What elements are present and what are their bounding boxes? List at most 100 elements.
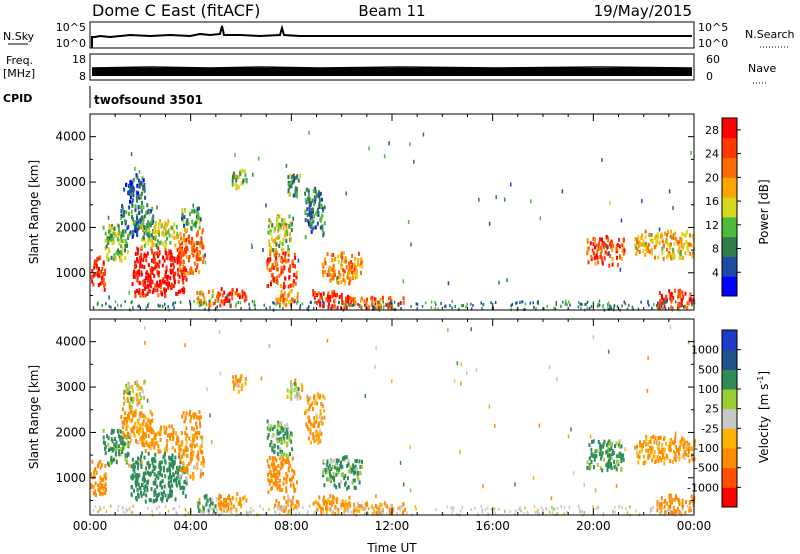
echo-cell bbox=[159, 467, 162, 471]
echo-cell bbox=[180, 431, 183, 435]
echo-cell bbox=[345, 259, 348, 264]
echo-cell bbox=[225, 508, 228, 513]
echo-cell bbox=[146, 470, 149, 475]
echo-cell bbox=[605, 251, 608, 256]
echo-cell bbox=[294, 256, 297, 260]
echo-cell bbox=[130, 182, 133, 187]
echo-cell bbox=[400, 505, 402, 509]
echo-cell bbox=[168, 483, 171, 488]
echo-region bbox=[217, 491, 248, 513]
echo-cell bbox=[641, 242, 644, 247]
echo-cell bbox=[323, 468, 326, 473]
echo-cell bbox=[640, 236, 643, 240]
echo-cell bbox=[345, 502, 348, 507]
echo-cell bbox=[644, 442, 647, 447]
freq-left-label-line2: [MHz] bbox=[3, 67, 35, 80]
echo-cell bbox=[138, 272, 141, 277]
echo-cell bbox=[178, 452, 181, 457]
echo-cell bbox=[180, 236, 183, 241]
echo-cell bbox=[196, 465, 199, 470]
echo-cell bbox=[159, 472, 162, 477]
echo-cell bbox=[128, 405, 131, 410]
echo-cell bbox=[188, 234, 190, 239]
echo-cell bbox=[133, 269, 135, 274]
echo-cell bbox=[281, 269, 284, 274]
echo-cell bbox=[120, 231, 123, 236]
echo-cell bbox=[341, 301, 344, 305]
echo-cell bbox=[137, 482, 140, 487]
echo-cell bbox=[292, 279, 295, 284]
echo-cell bbox=[123, 416, 126, 421]
echo-cell bbox=[189, 299, 191, 303]
echo-cell bbox=[173, 258, 176, 263]
echo-cell bbox=[590, 459, 593, 464]
echo-cell bbox=[102, 440, 105, 445]
echo-cell bbox=[287, 466, 290, 471]
echo-cell bbox=[110, 437, 113, 442]
echo-cell bbox=[140, 386, 143, 391]
echo-cell bbox=[192, 471, 195, 476]
echo-cell bbox=[317, 437, 320, 442]
y-tick-label: 2000 bbox=[55, 425, 86, 439]
echo-cell bbox=[329, 278, 332, 283]
echo-cell bbox=[329, 477, 332, 482]
echo-cell bbox=[202, 456, 205, 460]
echo-cell bbox=[160, 290, 163, 295]
echo-cell bbox=[465, 305, 467, 309]
echo-cell bbox=[124, 457, 127, 462]
echo-cell bbox=[143, 479, 146, 484]
echo-cell bbox=[358, 504, 361, 508]
echo-cell bbox=[94, 272, 97, 277]
echo-cell bbox=[589, 241, 592, 246]
echo-cell bbox=[347, 462, 350, 467]
echo-cell bbox=[130, 492, 133, 497]
echo-cell bbox=[201, 435, 204, 440]
echo-cell bbox=[291, 498, 294, 503]
echo-cell bbox=[149, 409, 152, 414]
echo-cell bbox=[177, 454, 180, 459]
echo-cell bbox=[117, 232, 120, 237]
echo-cell bbox=[151, 418, 154, 423]
echo-cell bbox=[170, 282, 173, 287]
echo-cell bbox=[149, 276, 152, 281]
echo-cell bbox=[624, 302, 627, 306]
echo-cell bbox=[325, 506, 327, 511]
echo-cell bbox=[352, 297, 355, 302]
echo-cell bbox=[178, 474, 181, 479]
echo-cell bbox=[174, 470, 177, 475]
echo-cell bbox=[618, 439, 621, 444]
echo-cell bbox=[212, 301, 215, 306]
echo-cell bbox=[634, 445, 637, 450]
echo-cell bbox=[690, 508, 693, 512]
echo-cell bbox=[287, 503, 290, 508]
echo-cell bbox=[676, 506, 679, 511]
echo-cell bbox=[244, 294, 247, 299]
echo-cell bbox=[132, 504, 134, 508]
echo-cell bbox=[685, 500, 688, 505]
echo-cell bbox=[117, 224, 120, 229]
echo-cell bbox=[183, 266, 186, 271]
echo-cell bbox=[99, 485, 102, 490]
echo-cell bbox=[194, 268, 197, 273]
echo-cell bbox=[346, 486, 349, 491]
echo-cell bbox=[353, 267, 356, 272]
echo-cell bbox=[343, 306, 346, 311]
echo-cell bbox=[624, 447, 626, 452]
echo-cell bbox=[688, 500, 691, 504]
echo-cell bbox=[128, 205, 131, 210]
echo-cell bbox=[661, 442, 664, 447]
echo-cell bbox=[164, 474, 167, 479]
echo-cell bbox=[184, 250, 187, 255]
echo-cell bbox=[180, 250, 183, 255]
echo-cell bbox=[413, 159, 415, 164]
echo-cell bbox=[231, 182, 234, 187]
echo-cell bbox=[272, 238, 275, 243]
echo-region bbox=[196, 494, 218, 514]
echo-cell bbox=[541, 510, 544, 514]
echo-cell bbox=[200, 240, 203, 245]
echo-cell bbox=[169, 472, 172, 477]
echo-cell bbox=[665, 441, 667, 446]
echo-cell bbox=[451, 509, 454, 513]
